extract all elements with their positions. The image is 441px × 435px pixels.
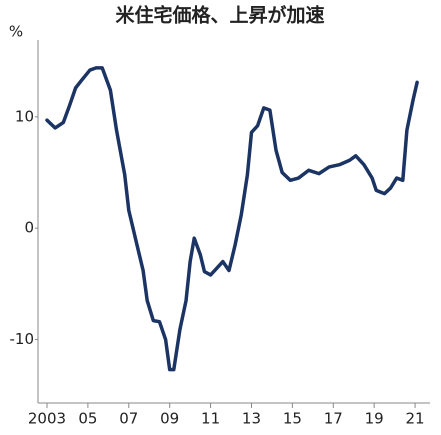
y-tick-label: 10 bbox=[15, 107, 34, 125]
x-tick-label: 15 bbox=[283, 410, 302, 428]
x-tick-label: 21 bbox=[406, 410, 425, 428]
x-tick-label: 19 bbox=[365, 410, 384, 428]
x-tick-label: 13 bbox=[242, 410, 261, 428]
y-tick-label: 0 bbox=[24, 219, 34, 237]
x-tick-label: 09 bbox=[160, 410, 179, 428]
line bbox=[45, 66, 419, 372]
x-tick-label: 2003 bbox=[28, 410, 66, 428]
y-axis-label: % bbox=[9, 23, 23, 41]
x-tick-label: 05 bbox=[78, 410, 97, 428]
y-tick-label: -10 bbox=[10, 330, 35, 348]
x-tick-label: 17 bbox=[324, 410, 343, 428]
x-tick-label: 07 bbox=[119, 410, 138, 428]
chart-title: 米住宅価格、上昇が加速 bbox=[115, 4, 324, 27]
x-tick-label: 11 bbox=[201, 410, 220, 428]
